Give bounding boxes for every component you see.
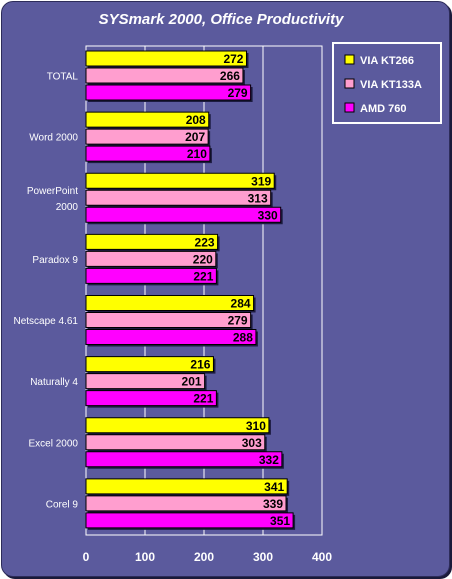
bar [85,417,270,434]
bar-value-label: 303 [242,436,262,450]
category-label: Corel 9 [46,499,79,510]
bar-value-label: 221 [193,392,213,406]
bar [85,233,219,250]
category-label-line: PowerPoint [27,186,78,197]
bar-value-label: 339 [263,497,283,511]
legend-label: VIA KT266 [360,55,414,67]
x-tick-label: 200 [194,550,214,564]
bar [85,172,275,189]
x-tick-label: 400 [312,550,332,564]
bar-value-label: 221 [193,269,213,283]
bar [85,512,294,529]
bar [85,145,211,162]
bar [85,267,217,284]
bar-value-label: 330 [258,208,278,222]
bar [85,67,244,84]
bar-value-label: 216 [190,358,210,372]
bar-value-label: 332 [259,453,279,467]
bar-value-label: 208 [186,113,206,127]
bar-value-label: 351 [270,514,290,528]
bar-value-label: 279 [228,86,248,100]
bar-value-label: 284 [231,297,251,311]
bar [85,478,288,495]
legend-label: AMD 760 [360,103,406,115]
category-label: TOTAL [47,72,79,83]
category-label: PowerPoint 2000 [27,186,79,213]
category-label-line: Corel 9 [46,499,79,510]
legend-swatch [344,78,355,89]
bar [85,373,206,390]
legend: VIA KT266 VIA KT133A AMD 760 [332,42,442,124]
category-label: Netscape 4.61 [14,316,79,327]
bar-value-label: 201 [182,375,202,389]
bar [85,390,217,407]
bar [85,451,283,468]
bar [85,206,282,223]
x-tick-label: 0 [83,550,90,564]
category-label-line: Naturally 4 [30,377,78,388]
category-label: Naturally 4 [30,377,78,388]
chart-title: SYSmark 2000, Office Productivity [99,11,344,28]
legend-swatch [344,102,355,113]
category-label-line: Paradox 9 [32,255,78,266]
x-tick-label: 300 [253,550,273,564]
x-tick-label: 100 [135,550,155,564]
bar [85,312,252,328]
category-label-line: Netscape 4.61 [14,316,79,327]
bar-value-label: 210 [187,147,207,161]
bar-value-label: 310 [246,419,266,433]
bar [85,434,266,451]
bar [85,495,287,512]
category-label-line: TOTAL [47,72,79,83]
bar [85,189,272,206]
bar [85,84,252,101]
bar-value-label: 319 [251,174,271,188]
bar-value-label: 288 [233,331,253,345]
category-label-line: Word 2000 [29,133,78,144]
category-label-line: Excel 2000 [29,438,79,449]
bar [85,128,209,145]
bar [85,250,217,267]
bar-value-label: 279 [228,314,248,328]
bar [85,356,214,373]
bar [85,50,247,67]
bar [85,295,255,311]
bar-value-label: 341 [264,480,284,494]
legend-swatch [344,54,355,65]
bar-value-label: 207 [185,130,205,144]
category-label: Excel 2000 [29,438,79,449]
category-label: Word 2000 [29,133,78,144]
bar-value-label: 313 [248,191,268,205]
category-label: Paradox 9 [32,255,78,266]
legend-label: VIA KT133A [360,79,422,91]
category-label-line: 2000 [56,202,79,213]
bar-value-label: 266 [220,69,240,83]
plot-area: 0 100 200 300 400 TOTAL 272 266 279 Word 2000 208 2… [14,45,332,564]
bar-value-label: 220 [193,252,213,266]
bar-value-label: 272 [223,52,243,66]
bar-value-label: 223 [195,235,215,249]
bar [85,111,210,128]
bar [85,329,257,345]
